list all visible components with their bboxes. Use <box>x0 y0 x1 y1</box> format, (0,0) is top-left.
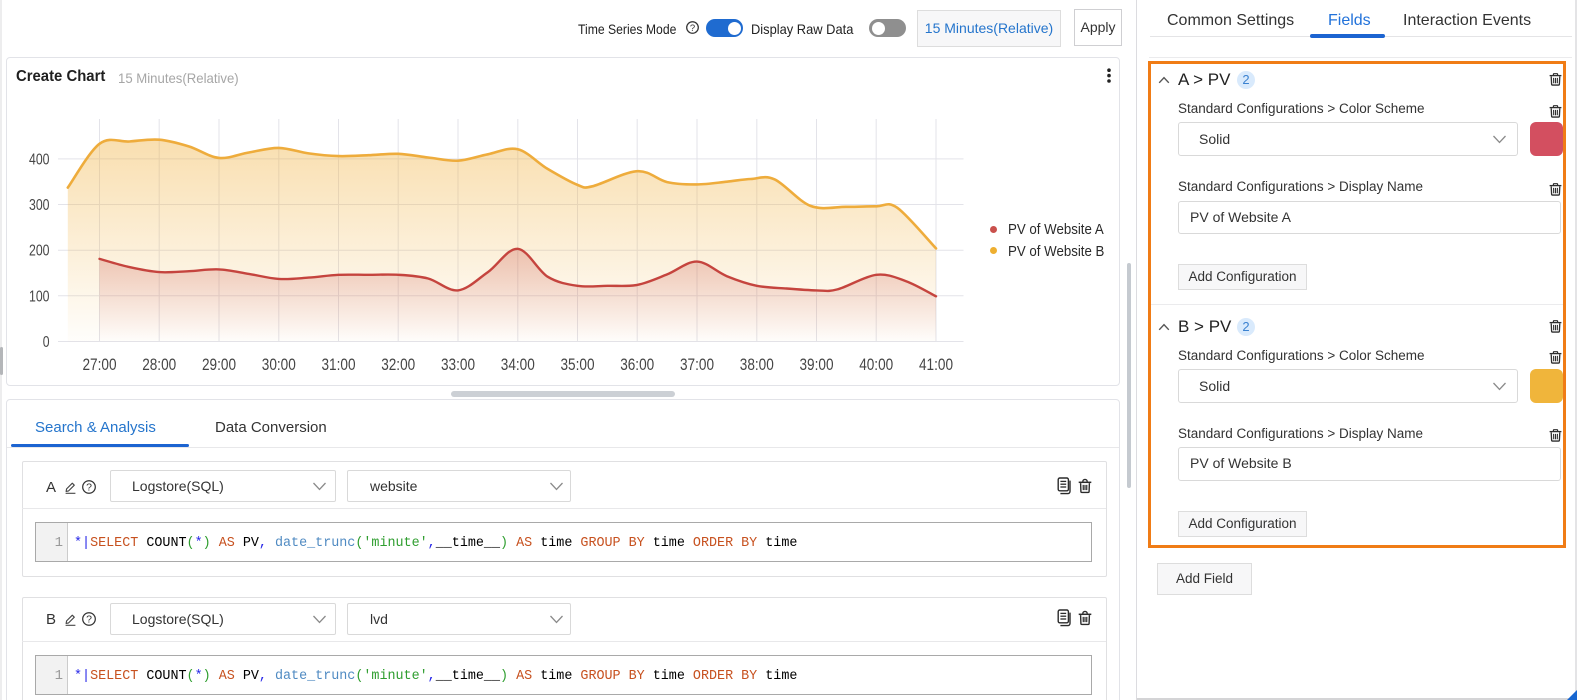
svg-text:100: 100 <box>29 288 50 305</box>
svg-text:35:00: 35:00 <box>561 355 595 374</box>
svg-text:28:00: 28:00 <box>142 355 176 374</box>
svg-text:37:00: 37:00 <box>680 355 714 374</box>
svg-text:34:00: 34:00 <box>501 355 535 374</box>
svg-text:?: ? <box>86 613 92 625</box>
svg-text:300: 300 <box>29 197 50 214</box>
svg-text:40:00: 40:00 <box>859 355 893 374</box>
svg-text:0: 0 <box>43 334 50 351</box>
svg-text:39:00: 39:00 <box>800 355 834 374</box>
svg-text:41:00: 41:00 <box>919 355 953 374</box>
svg-text:?: ? <box>86 481 92 493</box>
svg-text:30:00: 30:00 <box>262 355 296 374</box>
svg-text:400: 400 <box>29 151 50 168</box>
svg-text:27:00: 27:00 <box>83 355 117 374</box>
svg-text:?: ? <box>690 23 695 34</box>
svg-text:32:00: 32:00 <box>381 355 415 374</box>
svg-text:33:00: 33:00 <box>441 355 475 374</box>
svg-text:200: 200 <box>29 243 50 260</box>
svg-text:38:00: 38:00 <box>740 355 774 374</box>
svg-text:36:00: 36:00 <box>620 355 654 374</box>
svg-text:29:00: 29:00 <box>202 355 236 374</box>
svg-text:31:00: 31:00 <box>322 355 356 374</box>
